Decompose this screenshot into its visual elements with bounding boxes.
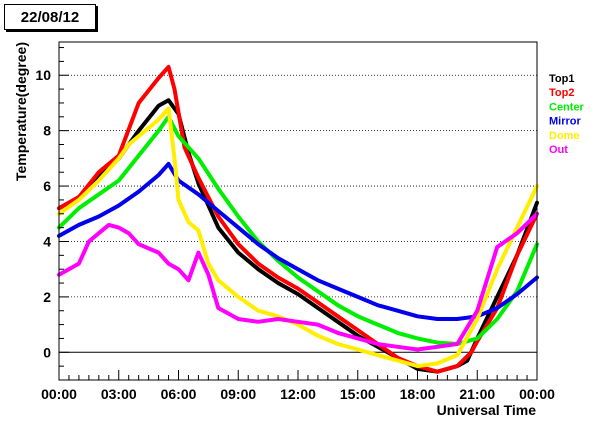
x-tick-label: 12:00 [280, 386, 316, 402]
legend-entry-dome: Dome [549, 130, 580, 142]
series-line-out [57, 211, 539, 352]
legend-entry-center: Center [549, 101, 585, 113]
x-tick-label: 21:00 [459, 386, 495, 402]
y-tick-label: 0 [43, 344, 51, 360]
x-tick-label: 00:00 [41, 386, 77, 402]
x-axis-label: Universal Time [437, 402, 537, 418]
x-tick-label: 06:00 [161, 386, 197, 402]
series-line-dome [57, 106, 539, 369]
series-line-mirror [57, 161, 539, 321]
legend: Top1 Top2 Center Mirror Dome Out [549, 73, 585, 156]
axes-group: 0 2 4 6 8 10 00:00 03:00 06:00 09:00 12:00 15:00 18:… [35, 47, 555, 402]
x-tick-label: 15:00 [340, 386, 376, 402]
y-tick-label: 10 [35, 67, 51, 83]
legend-entry-mirror: Mirror [549, 116, 582, 128]
legend-entry-top2: Top2 [549, 87, 574, 99]
legend-entry-out: Out [549, 144, 568, 156]
x-tick-label: 03:00 [101, 386, 137, 402]
y-tick-label: 8 [43, 123, 51, 139]
x-tick-label: 09:00 [220, 386, 256, 402]
y-tick-label: 4 [43, 233, 51, 249]
y-axis-label: Temperature(degree) [13, 42, 29, 181]
y-tick-label: 2 [43, 289, 51, 305]
legend-entry-top1: Top1 [549, 73, 574, 85]
series-group [57, 64, 539, 374]
grid-lines [59, 74, 537, 353]
chart-title: 22/08/12 [20, 8, 80, 26]
x-tick-label: 18:00 [400, 386, 436, 402]
y-tick-label: 6 [43, 178, 51, 194]
series-line-top2 [57, 64, 539, 374]
series-line-center [57, 114, 539, 346]
chart-title-box: 22/08/12 [4, 4, 96, 30]
x-tick-label: 00:00 [519, 386, 555, 402]
